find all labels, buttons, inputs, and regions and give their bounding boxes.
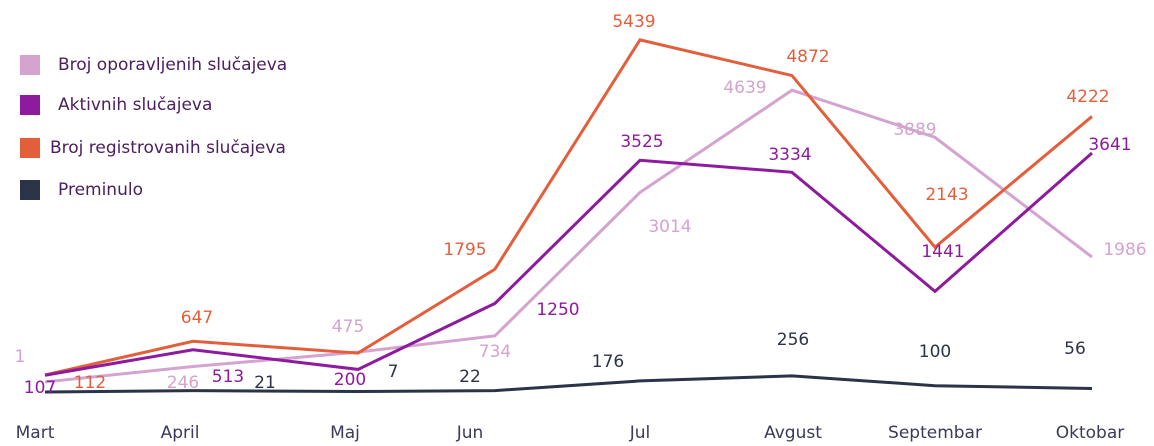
data-label: 3525	[620, 132, 663, 152]
x-tick-label: Septembar	[888, 423, 982, 443]
data-label: 3889	[893, 120, 936, 140]
x-tick-label: Jun	[456, 423, 484, 443]
data-label: 112	[74, 373, 106, 393]
x-tick-label: Avgust	[764, 423, 822, 443]
x-tick-label: Jul	[629, 423, 651, 443]
data-label: 475	[332, 317, 364, 337]
data-label: 21	[254, 373, 276, 393]
x-tick-label: Maj	[330, 423, 360, 443]
legend-swatch	[20, 55, 40, 75]
data-label: 200	[334, 370, 366, 390]
legend-label: Aktivnih slučajeva	[58, 95, 212, 115]
series-line	[44, 38, 1093, 377]
data-label: 4639	[723, 78, 766, 98]
data-label: 1441	[921, 242, 964, 262]
data-label: 3334	[768, 145, 811, 165]
data-label: 56	[1064, 339, 1086, 359]
x-tick-label: Oktobar	[1056, 423, 1125, 443]
data-label: 513	[212, 367, 244, 387]
data-label: 3014	[648, 217, 691, 237]
x-tick-label: Mart	[16, 423, 55, 443]
data-label: 256	[777, 330, 809, 350]
data-label: 2143	[925, 185, 968, 205]
data-label: 22	[459, 367, 481, 387]
data-label: 246	[167, 373, 199, 393]
x-tick-label: April	[161, 423, 200, 443]
data-label: 734	[479, 342, 511, 362]
data-label: 1986	[1103, 240, 1146, 260]
legend-label: Preminulo	[58, 180, 143, 200]
data-label: 4872	[786, 47, 829, 67]
legend-label: Broj oporavljenih slučajeva	[58, 55, 287, 75]
data-label: 647	[181, 308, 213, 328]
legend-label: Broj registrovanih slučajeva	[50, 138, 286, 158]
data-label: 107	[24, 378, 56, 398]
data-label: 5439	[612, 12, 655, 32]
data-label: 7	[388, 362, 399, 382]
data-label: 100	[919, 342, 951, 362]
legend-swatch	[20, 138, 40, 158]
legend-swatch	[20, 95, 40, 115]
data-label: 4222	[1066, 87, 1109, 107]
legend-swatch	[20, 180, 40, 200]
data-label: 1250	[536, 300, 579, 320]
data-label: 176	[592, 352, 624, 372]
data-label: 3641	[1088, 135, 1131, 155]
series-line	[44, 88, 1093, 384]
series-line	[44, 151, 1093, 377]
series-line	[44, 374, 1093, 394]
data-label: 1	[15, 347, 26, 367]
data-label: 1795	[443, 240, 486, 260]
